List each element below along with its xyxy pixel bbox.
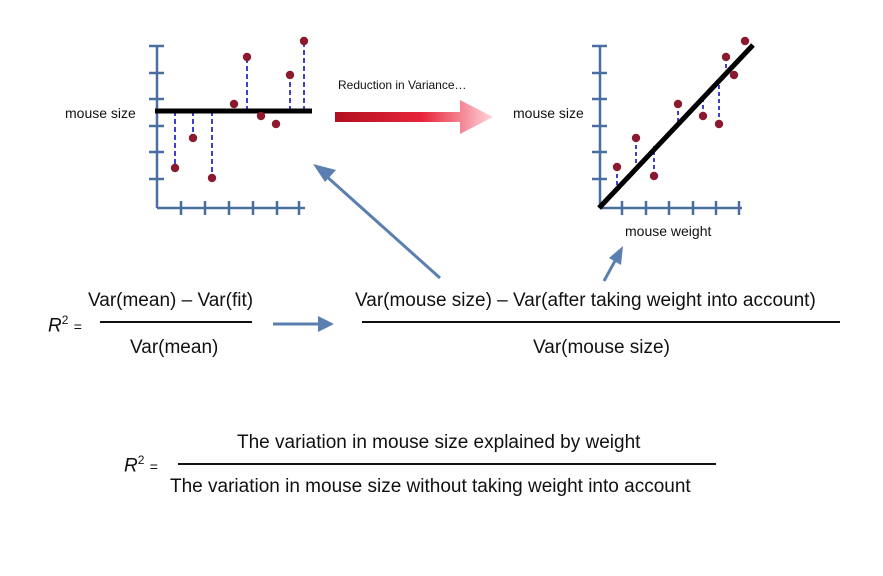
left-plot-axes — [149, 44, 305, 215]
arrow-to-left-plot — [313, 164, 442, 280]
arrow-label: Reduction in Variance… — [338, 78, 467, 92]
right-plot — [592, 36, 755, 215]
left-plot-ylabel: mouse size — [65, 105, 136, 121]
blue-arrows — [273, 164, 623, 332]
left-plot-points — [170, 36, 309, 183]
left-plot-residuals — [174, 41, 305, 178]
right-plot-ylabel: mouse size — [513, 105, 584, 121]
formula3-denominator: The variation in mouse size without taki… — [170, 476, 691, 497]
right-plot-residuals — [616, 57, 727, 185]
r-squared-symbol: R2 = — [48, 313, 82, 337]
formula1-denominator: Var(mean) — [130, 337, 219, 358]
equals-sign-2: = — [149, 458, 158, 475]
formula1-fraction-bar — [100, 321, 252, 323]
formula2-denominator: Var(mouse size) — [533, 337, 670, 358]
right-plot-xlabel: mouse weight — [625, 223, 712, 239]
r-exponent: 2 — [61, 313, 69, 327]
arrow-to-right-plot — [602, 246, 623, 282]
reduction-arrow — [335, 100, 493, 134]
formula2-numerator: Var(mouse size) – Var(after taking weigh… — [355, 290, 816, 311]
right-plot-axes — [592, 44, 742, 215]
formula3-numerator: The variation in mouse size explained by… — [237, 432, 641, 453]
left-plot — [149, 36, 312, 215]
equals-sign: = — [73, 318, 82, 335]
fit-line — [597, 43, 755, 210]
arrow-between-formulas — [273, 316, 334, 332]
formula1-numerator: Var(mean) – Var(fit) — [88, 290, 254, 311]
r-symbol: R — [48, 315, 62, 337]
r-symbol-2: R — [124, 455, 138, 477]
r-exponent-2: 2 — [137, 453, 145, 467]
formula2-fraction-bar — [362, 321, 840, 323]
formula3-fraction-bar — [178, 463, 716, 465]
r-squared-symbol-2: R2 = — [124, 453, 158, 477]
right-plot-points — [612, 36, 750, 181]
